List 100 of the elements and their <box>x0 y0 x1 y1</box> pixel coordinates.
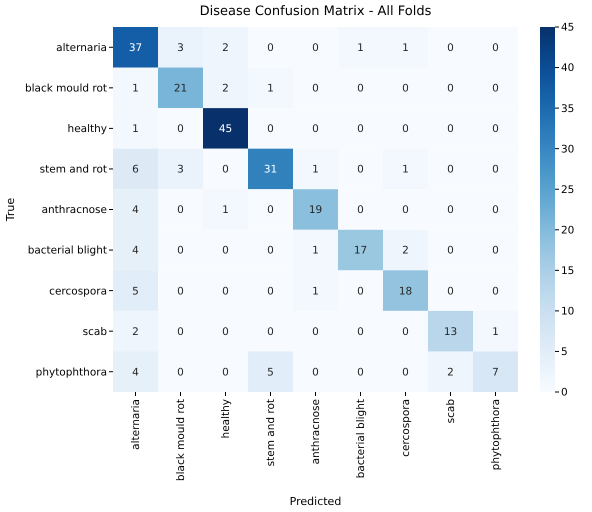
data-label: 0 <box>222 285 229 298</box>
data-label: 0 <box>447 244 454 257</box>
data-label: 0 <box>357 366 364 378</box>
data-label: 0 <box>402 123 409 136</box>
data-label: 0 <box>267 244 274 257</box>
color-bar-label: 20 <box>561 224 574 236</box>
color-bar-label: 0 <box>561 386 568 399</box>
color-bar-label: 15 <box>561 265 574 278</box>
data-label: 1 <box>267 82 274 95</box>
data-label: 0 <box>177 123 184 136</box>
data-label: 19 <box>308 204 322 216</box>
data-label: 1 <box>402 164 409 176</box>
data-label: 0 <box>447 123 454 136</box>
x-tick-label: scab <box>445 398 458 424</box>
y-tick-label: healthy <box>68 123 107 136</box>
data-label: 21 <box>174 82 188 95</box>
data-label: 13 <box>444 326 458 338</box>
data-label: 0 <box>267 326 274 338</box>
data-label: 45 <box>218 123 232 136</box>
data-label: 0 <box>492 123 499 136</box>
x-tick-label: cercospora <box>400 399 412 457</box>
y-tick-label: phytophthora <box>36 366 107 378</box>
data-label: 2 <box>402 244 409 257</box>
data-label: 0 <box>447 42 454 54</box>
data-label: 0 <box>357 123 364 136</box>
data-label: 1 <box>312 285 319 298</box>
data-label: 0 <box>402 82 409 95</box>
data-label: 0 <box>447 82 454 95</box>
x-tick-label: anthracnose <box>310 399 322 464</box>
data-label: 2 <box>132 326 139 338</box>
data-label: 4 <box>132 366 140 378</box>
x-tick-label: healthy <box>220 399 232 438</box>
data-label: 0 <box>357 204 364 216</box>
data-label: 0 <box>177 326 184 338</box>
data-label: 1 <box>132 123 139 136</box>
y-tick-label: scab <box>82 326 108 338</box>
y-tick-label: black mould rot <box>24 82 107 95</box>
chart-title: Disease Confusion Matrix - All Folds <box>200 4 432 19</box>
data-label: 37 <box>128 42 142 54</box>
data-label: 0 <box>492 204 499 216</box>
data-label: 0 <box>357 285 364 298</box>
data-label: 0 <box>222 366 229 378</box>
data-label: 31 <box>264 164 278 176</box>
data-label: 0 <box>222 244 229 257</box>
data-label: 0 <box>222 164 229 176</box>
data-label: 0 <box>267 204 274 216</box>
data-label: 1 <box>357 42 364 54</box>
data-label: 0 <box>267 42 274 54</box>
data-label: 0 <box>492 42 499 54</box>
data-label: 1 <box>222 204 229 216</box>
y-tick-label: bacterial blight <box>28 244 107 257</box>
data-label: 17 <box>354 244 368 257</box>
data-label: 0 <box>267 123 274 136</box>
data-label: 0 <box>402 366 409 378</box>
data-label: 0 <box>447 204 454 216</box>
data-label: 0 <box>447 164 454 176</box>
color-bar-label: 45 <box>561 22 574 34</box>
data-label: 0 <box>402 204 409 216</box>
data-label: 0 <box>447 285 454 298</box>
data-label: 18 <box>398 285 412 298</box>
data-label: 4 <box>132 204 140 216</box>
data-label: 1 <box>402 42 409 54</box>
x-tick-label: alternaria <box>130 399 142 450</box>
data-label: 1 <box>312 244 319 257</box>
data-label: 0 <box>177 204 184 216</box>
y-tick-label: stem and rot <box>40 164 107 176</box>
data-label: 0 <box>492 244 499 257</box>
y-tick-label: cercospora <box>49 285 107 298</box>
data-label: 0 <box>312 326 319 338</box>
color-bar-label: 5 <box>561 346 568 358</box>
x-axis-title: Predicted <box>290 495 342 508</box>
y-axis-title: True <box>4 198 17 222</box>
color-bar-label: 35 <box>561 102 574 115</box>
color-bar-label: 40 <box>561 62 574 74</box>
x-tick-label: stem and rot <box>265 399 278 466</box>
data-label: 0 <box>492 285 499 298</box>
color-bar-label: 10 <box>561 306 574 318</box>
y-tick-label: anthracnose <box>42 204 107 216</box>
data-label: 6 <box>132 164 140 176</box>
color-bar-label: 25 <box>561 184 574 196</box>
data-label: 0 <box>357 326 364 338</box>
data-label: 0 <box>267 285 274 298</box>
data-label: 0 <box>357 82 364 95</box>
data-label: 0 <box>402 326 409 338</box>
color-bar-label: 30 <box>561 143 574 156</box>
data-label: 1 <box>312 164 319 176</box>
x-tick-label: black mould rot <box>175 399 188 482</box>
data-label: 0 <box>312 82 319 95</box>
data-label: 0 <box>222 326 229 338</box>
data-label: 0 <box>492 164 499 176</box>
data-label: 0 <box>177 285 184 298</box>
data-label: 7 <box>492 366 499 378</box>
data-label: 0 <box>177 366 184 378</box>
data-label: 2 <box>222 82 229 95</box>
x-tick-label: bacterial blight <box>355 399 368 478</box>
data-label: 0 <box>357 164 364 176</box>
data-label: 0 <box>312 42 319 54</box>
data-label: 2 <box>447 366 454 378</box>
data-label: 2 <box>222 42 229 54</box>
data-label: 4 <box>132 244 140 257</box>
